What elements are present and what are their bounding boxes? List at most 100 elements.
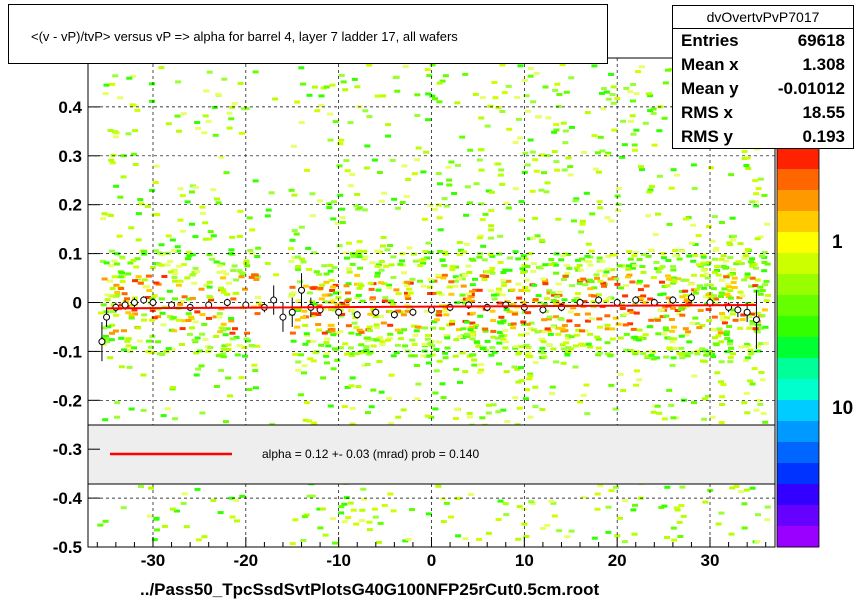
density-cell: [502, 346, 509, 350]
density-cell: [384, 248, 391, 252]
density-cell: [106, 279, 113, 283]
density-cell: [521, 79, 528, 82]
density-cell: [103, 334, 109, 338]
density-cell: [422, 250, 429, 253]
density-cell: [719, 312, 725, 315]
density-cell: [631, 532, 638, 536]
density-cell: [539, 238, 545, 242]
density-cell: [593, 273, 600, 277]
density-cell: [596, 317, 603, 321]
density-cell: [744, 248, 751, 251]
density-cell: [763, 279, 770, 283]
density-cell: [487, 289, 494, 293]
density-cell: [130, 152, 137, 156]
density-cell: [726, 285, 732, 289]
density-cell: [205, 120, 212, 123]
density-cell: [579, 222, 586, 226]
density-cell: [103, 261, 110, 265]
density-cell: [639, 265, 646, 268]
density-cell: [661, 332, 668, 336]
density-cell: [744, 411, 751, 415]
density-cell: [300, 82, 307, 86]
density-cell: [457, 380, 463, 384]
density-cell: [378, 390, 385, 394]
profile-point: [409, 308, 417, 316]
density-cell: [700, 253, 707, 257]
density-cell: [747, 348, 754, 352]
density-cell: [487, 252, 494, 256]
density-cell: [323, 341, 330, 344]
density-cell: [727, 243, 734, 247]
density-cell: [135, 326, 142, 330]
profile-point: [483, 303, 491, 311]
density-cell: [155, 315, 162, 319]
density-cell: [469, 337, 476, 341]
density-cell: [678, 290, 685, 293]
density-cell: [141, 318, 147, 322]
density-cell: [666, 277, 673, 281]
density-cell: [744, 156, 751, 160]
density-cell: [385, 134, 392, 138]
density-cell: [229, 331, 236, 335]
density-cell: [588, 249, 595, 253]
density-cell: [718, 340, 725, 344]
density-cell: [244, 331, 250, 335]
density-cell: [109, 331, 115, 335]
density-cell: [399, 259, 405, 263]
density-cell: [391, 197, 398, 201]
density-cell: [201, 535, 208, 539]
density-cell: [439, 79, 446, 83]
density-cell: [442, 351, 449, 355]
density-cell: [318, 297, 325, 301]
density-cell: [197, 349, 203, 353]
density-cell: [295, 265, 302, 268]
density-cell: [295, 368, 302, 372]
density-cell: [749, 264, 756, 268]
density-cell: [109, 323, 115, 327]
density-cell: [692, 316, 699, 320]
density-cell: [185, 312, 192, 316]
density-cell: [403, 195, 410, 199]
density-cell: [478, 148, 484, 152]
density-cell: [355, 249, 362, 253]
density-cell: [310, 286, 317, 290]
density-cell: [407, 291, 414, 295]
density-cell: [172, 269, 178, 273]
density-cell: [135, 238, 142, 242]
density-cell: [253, 278, 260, 281]
density-cell: [693, 322, 700, 326]
density-cell: [355, 293, 362, 297]
profile-point: [298, 286, 306, 294]
density-cell: [424, 337, 431, 341]
density-cell: [356, 240, 363, 244]
density-cell: [252, 179, 259, 183]
density-cell: [636, 328, 643, 332]
density-cell: [228, 248, 235, 252]
density-cell: [345, 324, 352, 328]
density-cell: [737, 490, 744, 493]
density-cell: [755, 513, 761, 517]
density-cell: [386, 337, 393, 341]
density-cell: [476, 537, 483, 541]
density-cell: [114, 293, 121, 297]
density-cell: [550, 347, 557, 351]
density-cell: [629, 280, 636, 284]
density-cell: [326, 202, 333, 206]
density-cell: [128, 313, 135, 317]
density-cell: [248, 275, 255, 279]
density-cell: [191, 338, 198, 342]
density-cell: [727, 339, 734, 343]
density-cell: [519, 267, 526, 271]
density-cell: [595, 293, 602, 297]
density-cell: [243, 261, 250, 265]
density-cell: [332, 541, 338, 545]
density-cell: [443, 501, 450, 505]
density-cell: [411, 172, 418, 176]
density-cell: [325, 330, 332, 334]
density-cell: [650, 107, 657, 111]
density-cell: [200, 211, 206, 215]
density-cell: [556, 290, 563, 294]
density-cell: [117, 275, 124, 279]
density-cell: [636, 258, 643, 261]
density-cell: [607, 354, 614, 358]
